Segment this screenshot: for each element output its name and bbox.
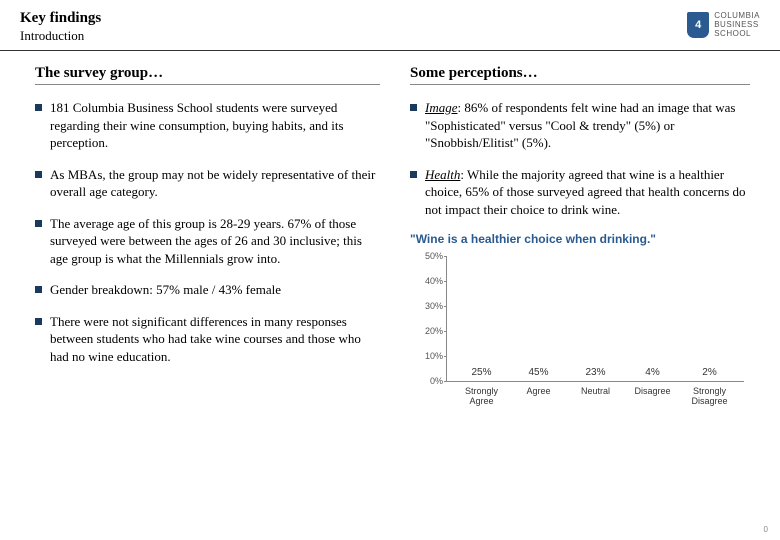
y-tick-label: 30% [413, 301, 443, 311]
bars-area: 25%Strongly Agree45%Agree23%Neutral4%Dis… [447, 256, 744, 381]
right-column: Some perceptions… Image: 86% of responde… [410, 65, 750, 406]
bullet-text: There were not significant differences i… [50, 313, 380, 366]
bullet-body: : 86% of respondents felt wine had an im… [425, 100, 735, 150]
bullet-marker-icon [35, 104, 42, 111]
y-tick-mark [444, 256, 447, 257]
y-tick-mark [444, 356, 447, 357]
y-tick-mark [444, 281, 447, 282]
bullet-body: : While the majority agreed that wine is… [425, 167, 746, 217]
page-title: Key findings [20, 10, 760, 27]
logo-text: COLUMBIA BUSINESS SCHOOL [714, 12, 760, 38]
bar-value-label: 25% [471, 367, 491, 378]
bullet-marker-icon [35, 286, 42, 293]
bullet-item: 181 Columbia Business School students we… [35, 99, 380, 152]
bar-value-label: 45% [528, 367, 548, 378]
logo: 4 COLUMBIA BUSINESS SCHOOL [687, 12, 760, 38]
bullet-item: As MBAs, the group may not be widely rep… [35, 166, 380, 201]
page-number: 0 [764, 525, 768, 534]
chart-title: "Wine is a healthier choice when drinkin… [410, 232, 750, 246]
y-tick-mark [444, 331, 447, 332]
bar-value-label: 2% [702, 367, 716, 378]
bullet-marker-icon [35, 171, 42, 178]
y-tick-label: 0% [413, 376, 443, 386]
bullet-text: 181 Columbia Business School students we… [50, 99, 380, 152]
left-column: The survey group… 181 Columbia Business … [35, 65, 380, 406]
right-heading: Some perceptions… [410, 65, 750, 85]
left-heading: The survey group… [35, 65, 380, 85]
bullet-item: The average age of this group is 28-29 y… [35, 215, 380, 268]
y-tick-label: 20% [413, 326, 443, 336]
bar-chart: 25% Strongly Agree 45% Agree 23% Neutral 4% Dis… [410, 256, 750, 406]
y-tick-label: 10% [413, 351, 443, 361]
bullet-text: Health: While the majority agreed that w… [425, 166, 750, 219]
bullet-lead: Image [425, 100, 458, 115]
y-tick-mark [444, 306, 447, 307]
bar-value-label: 4% [645, 367, 659, 378]
y-tick-mark [444, 381, 447, 382]
y-tick-label: 50% [413, 251, 443, 261]
header: Key findings Introduction [0, 0, 780, 51]
x-category-label: Disagree [626, 387, 680, 397]
logo-line: SCHOOL [714, 30, 760, 39]
bullet-marker-icon [410, 104, 417, 111]
bullet-marker-icon [35, 220, 42, 227]
chart-container: "Wine is a healthier choice when drinkin… [410, 232, 750, 406]
content: The survey group… 181 Columbia Business … [0, 51, 780, 406]
bullet-marker-icon [410, 171, 417, 178]
left-bullets: 181 Columbia Business School students we… [35, 99, 380, 366]
x-category-label: Agree [512, 387, 566, 397]
bullet-text: Gender breakdown: 57% male / 43% female [50, 281, 380, 299]
chart-plot: 25%Strongly Agree45%Agree23%Neutral4%Dis… [446, 256, 744, 382]
bullet-item: Health: While the majority agreed that w… [410, 166, 750, 219]
x-category-label: Neutral [569, 387, 623, 397]
bullet-text: As MBAs, the group may not be widely rep… [50, 166, 380, 201]
x-category-label: Strongly Disagree [683, 387, 737, 407]
bullet-item: Image: 86% of respondents felt wine had … [410, 99, 750, 152]
x-category-label: Strongly Agree [455, 387, 509, 407]
right-bullets: Image: 86% of respondents felt wine had … [410, 99, 750, 218]
bullet-item: Gender breakdown: 57% male / 43% female [35, 281, 380, 299]
bullet-text: Image: 86% of respondents felt wine had … [425, 99, 750, 152]
bar-value-label: 23% [585, 367, 605, 378]
bullet-item: There were not significant differences i… [35, 313, 380, 366]
bullet-lead: Health [425, 167, 460, 182]
logo-shield-icon: 4 [687, 12, 709, 38]
bullet-marker-icon [35, 318, 42, 325]
bullet-text: The average age of this group is 28-29 y… [50, 215, 380, 268]
y-tick-label: 40% [413, 276, 443, 286]
page-subtitle: Introduction [20, 28, 760, 44]
